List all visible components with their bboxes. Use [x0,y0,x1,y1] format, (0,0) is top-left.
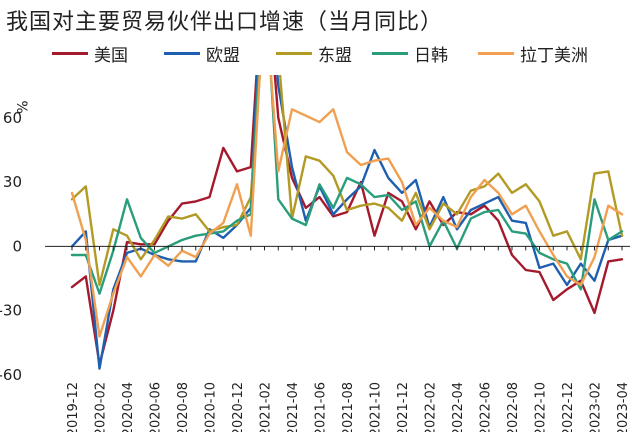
x-tick-label-4: 2020-08 [176,382,191,432]
legend-swatch-us [52,51,88,55]
y-tick-label-0: 60 [3,109,22,127]
legend-label-latam: 拉丁美洲 [520,45,588,66]
x-tick-label-19: 2023-02 [589,382,604,432]
legend-swatch-asean [276,51,312,55]
x-tick-label-14: 2022-04 [451,382,466,432]
y-tick-label-1: 30 [3,173,22,191]
legend-item-asean: 东盟 [276,40,352,66]
x-tick-label-6: 2020-12 [231,382,246,432]
y-tick-label-4: -60 [0,366,22,384]
legend-swatch-eu [164,51,200,55]
x-tick-label-17: 2022-10 [534,382,549,432]
x-tick-label-15: 2022-06 [479,382,494,432]
legend-item-us: 美国 [52,40,128,66]
x-tick-label-9: 2021-06 [314,382,329,432]
y-tick-label-3: -30 [0,302,22,320]
legend-label-jpkr: 日韩 [414,45,448,66]
x-tick-label-3: 2020-06 [149,382,164,432]
legend-label-asean: 东盟 [318,45,352,66]
legend: 美国 欧盟 东盟 日韩 拉丁美洲 [0,40,640,66]
series-line-3 [70,75,624,295]
axis-layer: 60 30 0 -30 -60% 2019-12 2020-02 2020-04 2020-06… [0,100,631,432]
chart-title: 我国对主要贸易伙伴出口增速（当月同比） [6,10,444,35]
x-tick-label-11: 2021-10 [369,382,384,432]
x-tick-label-20: 2023-04 [616,382,631,432]
x-tick-label-7: 2021-02 [259,382,274,432]
x-tick-label-0: 2019-12 [66,382,81,432]
legend-item-latam: 拉丁美洲 [478,40,588,66]
x-tick-label-18: 2022-12 [561,382,576,432]
x-tick-label-13: 2022-02 [424,382,439,432]
x-tick-label-8: 2021-04 [286,382,301,432]
legend-swatch-jpkr [372,51,408,55]
legend-swatch-latam [478,51,514,55]
series-line-0 [70,75,624,366]
x-tick-label-5: 2020-10 [204,382,219,432]
x-tick-label-12: 2021-12 [396,382,411,432]
legend-label-eu: 欧盟 [206,45,240,66]
y-tick-label-2: 0 [12,237,22,255]
series-line-2 [70,75,624,287]
legend-label-us: 美国 [94,45,128,66]
series-line-4 [70,75,624,338]
legend-item-jpkr: 日韩 [372,40,448,66]
x-tick-label-16: 2022-08 [506,382,521,432]
series-line-1 [70,75,624,370]
legend-item-eu: 欧盟 [164,40,240,66]
series-layer [70,75,624,370]
x-tick-label-10: 2021-08 [341,382,356,432]
x-tick-label-2: 2020-04 [121,382,136,432]
x-tick-label-1: 2020-02 [94,382,109,432]
y-axis-label: % [13,100,29,113]
